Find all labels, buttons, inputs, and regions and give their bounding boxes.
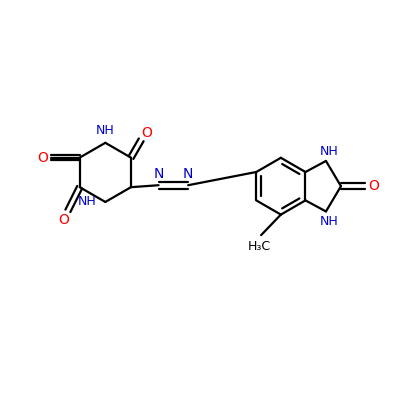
Text: N: N bbox=[153, 167, 164, 181]
Text: O: O bbox=[37, 150, 48, 164]
Text: N: N bbox=[183, 167, 193, 181]
Text: NH: NH bbox=[320, 144, 338, 158]
Text: H₃C: H₃C bbox=[248, 240, 271, 253]
Text: O: O bbox=[142, 126, 152, 140]
Text: O: O bbox=[369, 179, 380, 193]
Text: NH: NH bbox=[78, 196, 97, 208]
Text: O: O bbox=[58, 212, 69, 226]
Text: NH: NH bbox=[320, 215, 338, 228]
Text: NH: NH bbox=[96, 124, 115, 138]
